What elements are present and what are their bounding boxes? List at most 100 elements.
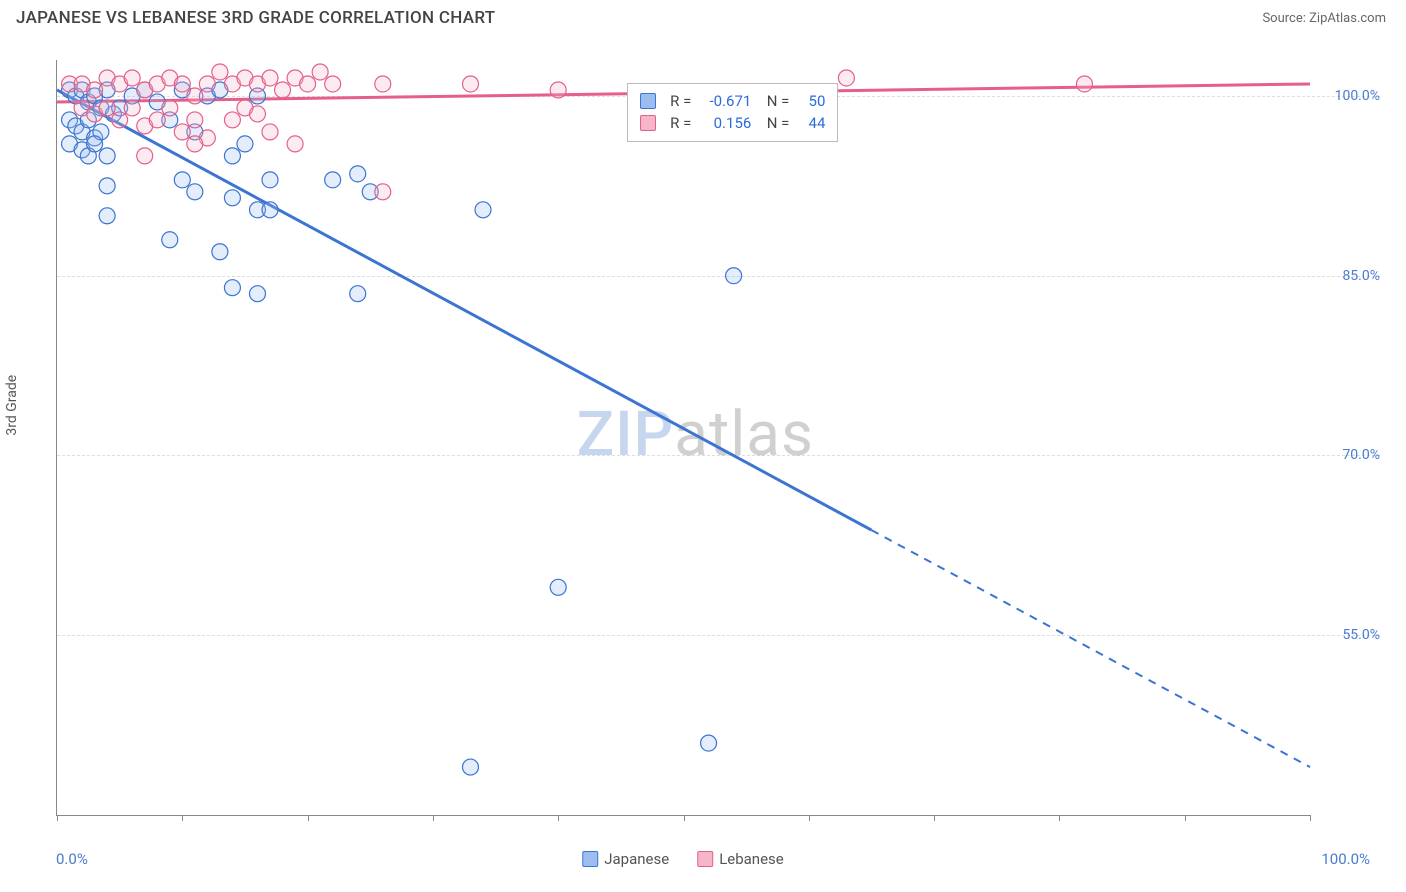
scatter-point [224,280,240,296]
legend-r-label: R = [670,112,691,135]
x-axis-min-label: 0.0% [56,850,88,868]
x-tick [809,815,810,821]
scatter-point [174,172,190,188]
legend-swatch [640,115,656,131]
scatter-point [375,184,391,200]
trend-line [57,90,871,530]
legend-n-value: 50 [797,90,825,113]
scatter-point [99,100,115,116]
scatter-point [224,190,240,206]
x-tick [1310,815,1311,821]
source-label: Source: [1262,11,1305,26]
x-legend-item: Japanese [582,850,669,868]
scatter-point [262,202,278,218]
scatter-point [550,579,566,595]
series-legend: Japanese Lebanese [582,850,784,868]
scatter-point [199,76,215,92]
x-tick [57,815,58,821]
scatter-point [87,82,103,98]
scatter-point [149,112,165,128]
scatter-point [124,70,140,86]
scatter-point [475,202,491,218]
x-tick [684,815,685,821]
legend-row: R = 0.156 N = 44 [640,112,825,135]
x-tick [182,815,183,821]
scatter-point [375,76,391,92]
scatter-point [237,136,253,152]
scatter-point [262,172,278,188]
scatter-point [99,208,115,224]
scatter-point [174,124,190,140]
scatter-point [187,88,203,104]
legend-n-label: N = [759,112,789,135]
y-tick-label: 70.0% [1320,447,1380,463]
legend-swatch [640,93,656,109]
scatter-point [462,759,478,775]
scatter-point [350,286,366,302]
trend-line-extrapolated [871,530,1310,767]
x-legend-label: Japanese [604,850,669,868]
scatter-point [212,244,228,260]
chart-title: JAPANESE VS LEBANESE 3RD GRADE CORRELATI… [16,8,495,28]
scatter-point [187,184,203,200]
x-tick [1185,815,1186,821]
scatter-point [1076,76,1092,92]
x-axis-max-label: 100.0% [1321,850,1370,868]
legend-swatch [697,851,713,867]
scatter-point [224,148,240,164]
legend-r-value: -0.671 [699,90,751,113]
scatter-point [325,172,341,188]
plot-svg [57,60,1310,815]
scatter-point [249,106,265,122]
y-axis-label: 3rd Grade [4,375,20,436]
scatter-point [137,148,153,164]
scatter-point [462,76,478,92]
chart-area: 3rd Grade ZIPatlas R =-0.671 N =50R =0.1… [16,40,1390,876]
scatter-point [124,100,140,116]
scatter-point [300,76,316,92]
x-tick [934,815,935,821]
x-axis-row: 0.0% JapaneseLebanese 100.0% [56,844,1310,868]
scatter-point [162,100,178,116]
scatter-point [99,178,115,194]
scatter-point [838,70,854,86]
scatter-point [249,286,265,302]
chart-header: JAPANESE VS LEBANESE 3RD GRADE CORRELATI… [0,0,1406,32]
scatter-point [350,166,366,182]
y-tick-label: 85.0% [1320,268,1380,284]
legend-r-label: R = [670,90,691,113]
y-tick-label: 55.0% [1320,627,1380,643]
legend-n-label: N = [759,90,789,113]
scatter-point [262,124,278,140]
x-tick [433,815,434,821]
y-tick-label: 100.0% [1320,88,1380,104]
scatter-point [275,82,291,98]
scatter-point [212,64,228,80]
plot-region: ZIPatlas R =-0.671 N =50R =0.156 N =44 1… [56,60,1310,816]
legend-n-value: 44 [797,112,825,135]
scatter-point [187,136,203,152]
x-tick [558,815,559,821]
x-tick [308,815,309,821]
legend-r-value: 0.156 [699,112,751,135]
scatter-point [187,112,203,128]
scatter-point [312,64,328,80]
scatter-point [99,148,115,164]
correlation-legend: R = -0.671 N = 50 R = 0.156 N = 44 [627,83,838,142]
scatter-point [287,136,303,152]
x-legend-label: Lebanese [719,850,784,868]
scatter-point [174,76,190,92]
scatter-point [112,112,128,128]
scatter-point [262,70,278,86]
scatter-point [550,82,566,98]
scatter-point [87,136,103,152]
scatter-point [162,232,178,248]
x-tick [1059,815,1060,821]
source-link[interactable]: ZipAtlas.com [1309,11,1386,26]
scatter-point [701,735,717,751]
x-legend-item: Lebanese [697,850,784,868]
scatter-point [726,268,742,284]
scatter-point [325,76,341,92]
scatter-point [224,112,240,128]
source-credit: Source: ZipAtlas.com [1262,11,1386,26]
